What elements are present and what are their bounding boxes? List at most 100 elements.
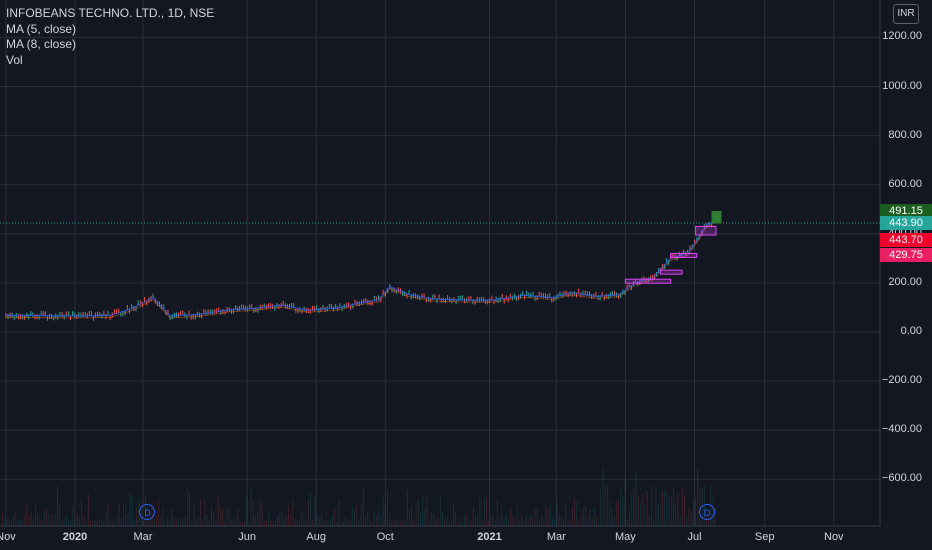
volume-bar xyxy=(43,510,45,526)
volume-bar xyxy=(10,519,12,526)
volume-bar xyxy=(103,521,105,526)
volume-bar xyxy=(283,517,285,526)
volume-bar xyxy=(697,469,699,526)
volume-bar xyxy=(538,519,540,526)
volume-bar xyxy=(635,470,637,526)
volume-bar xyxy=(549,503,551,526)
zone-box xyxy=(660,269,683,275)
volume-bar xyxy=(563,519,564,526)
volume-bar xyxy=(629,511,630,526)
volume-bar xyxy=(131,496,133,526)
volume-bar xyxy=(162,507,164,526)
volume-bar xyxy=(516,504,518,526)
volume-bar xyxy=(659,503,661,526)
volume-bar xyxy=(521,515,523,526)
ma8-indicator-label[interactable]: MA (8, close) xyxy=(6,37,77,51)
volume-bar xyxy=(193,504,195,526)
volume-bar xyxy=(376,515,377,526)
volume-bar xyxy=(257,512,259,526)
volume-bar xyxy=(173,518,175,526)
volume-bar xyxy=(714,507,716,526)
volume-bar xyxy=(184,517,186,526)
volume-bar xyxy=(637,497,639,526)
volume-bar xyxy=(532,516,534,526)
currency-button[interactable]: INR xyxy=(893,4,919,24)
volume-bar xyxy=(609,498,611,526)
volume-bar xyxy=(653,519,655,526)
volume-bar xyxy=(662,490,663,526)
volume-bar xyxy=(481,519,483,526)
price-tag-last: 443.90 xyxy=(880,216,932,230)
x-tick-label: 2020 xyxy=(62,531,88,543)
volume-bar xyxy=(389,513,391,526)
volume-bar xyxy=(323,520,325,526)
y-tick-label: 1000.00 xyxy=(882,79,922,92)
ma5-indicator-label[interactable]: MA (5, close) xyxy=(6,21,77,36)
volume-bar xyxy=(688,507,690,526)
volume-bar xyxy=(479,497,481,526)
volume-bar xyxy=(6,519,8,526)
y-tick-label: −200.00 xyxy=(881,374,922,387)
volume-bar xyxy=(263,520,265,526)
volume-indicator-label[interactable]: Vol xyxy=(6,52,23,67)
volume-bar xyxy=(200,499,201,526)
volume-bar xyxy=(373,511,375,526)
volume-bar xyxy=(246,496,248,526)
volume-bar xyxy=(127,513,129,526)
volume-bar xyxy=(48,513,50,526)
volume-bar xyxy=(279,512,281,526)
volume-bar xyxy=(169,521,171,526)
volume-bar xyxy=(325,520,327,526)
volume-bar xyxy=(61,521,63,526)
y-tick-label: 800.00 xyxy=(888,128,922,141)
volume-bar xyxy=(512,515,514,526)
volume-bar xyxy=(13,515,14,526)
volume-bar xyxy=(138,498,140,526)
volume-bar xyxy=(591,517,593,526)
volume-bar xyxy=(268,510,270,526)
zone-box xyxy=(624,278,672,284)
volume-bar xyxy=(642,494,644,526)
volume-bar xyxy=(510,508,512,526)
volume-bar xyxy=(338,499,340,526)
x-tick-label: Mar xyxy=(546,531,566,543)
volume-bar xyxy=(68,521,69,526)
price-tag-ma5: 443.70 xyxy=(880,233,932,247)
volume-bar xyxy=(380,515,382,526)
symbol-title[interactable]: INFOBEANS TECHNO. LTD., 1D, NSE xyxy=(6,6,215,20)
dividend-marker[interactable]: D xyxy=(698,504,715,520)
volume-bar xyxy=(136,507,138,526)
volume-bar xyxy=(367,511,369,526)
volume-bar xyxy=(109,520,111,526)
volume-bar xyxy=(39,518,41,526)
volume-bar xyxy=(261,502,263,526)
volume-bar xyxy=(640,502,641,526)
volume-bar xyxy=(618,500,619,526)
dividend-marker[interactable]: D xyxy=(139,504,156,520)
volume-bar xyxy=(175,518,177,526)
volume-bar xyxy=(215,519,217,526)
volume-bar xyxy=(255,514,256,526)
volume-bar xyxy=(677,492,679,526)
y-tick-label: 600.00 xyxy=(888,177,922,190)
volume-bar xyxy=(571,508,573,526)
volume-bar xyxy=(107,503,109,526)
volume-bar xyxy=(120,517,122,526)
volume-bar xyxy=(274,520,276,526)
volume-bar xyxy=(578,521,580,526)
volume-bar xyxy=(211,506,212,526)
volume-bar xyxy=(378,506,380,526)
volume-bar xyxy=(585,506,586,526)
volume-bar xyxy=(2,510,3,526)
volume-bar xyxy=(450,520,452,526)
zone-box xyxy=(670,252,698,258)
volume-bar xyxy=(222,509,223,526)
volume-bar xyxy=(490,514,492,526)
volume-bar xyxy=(567,521,569,526)
volume-bar xyxy=(129,493,131,526)
volume-bar xyxy=(371,521,373,526)
volume-bar xyxy=(545,505,547,526)
volume-bar xyxy=(673,486,674,526)
volume-bar xyxy=(46,509,47,526)
